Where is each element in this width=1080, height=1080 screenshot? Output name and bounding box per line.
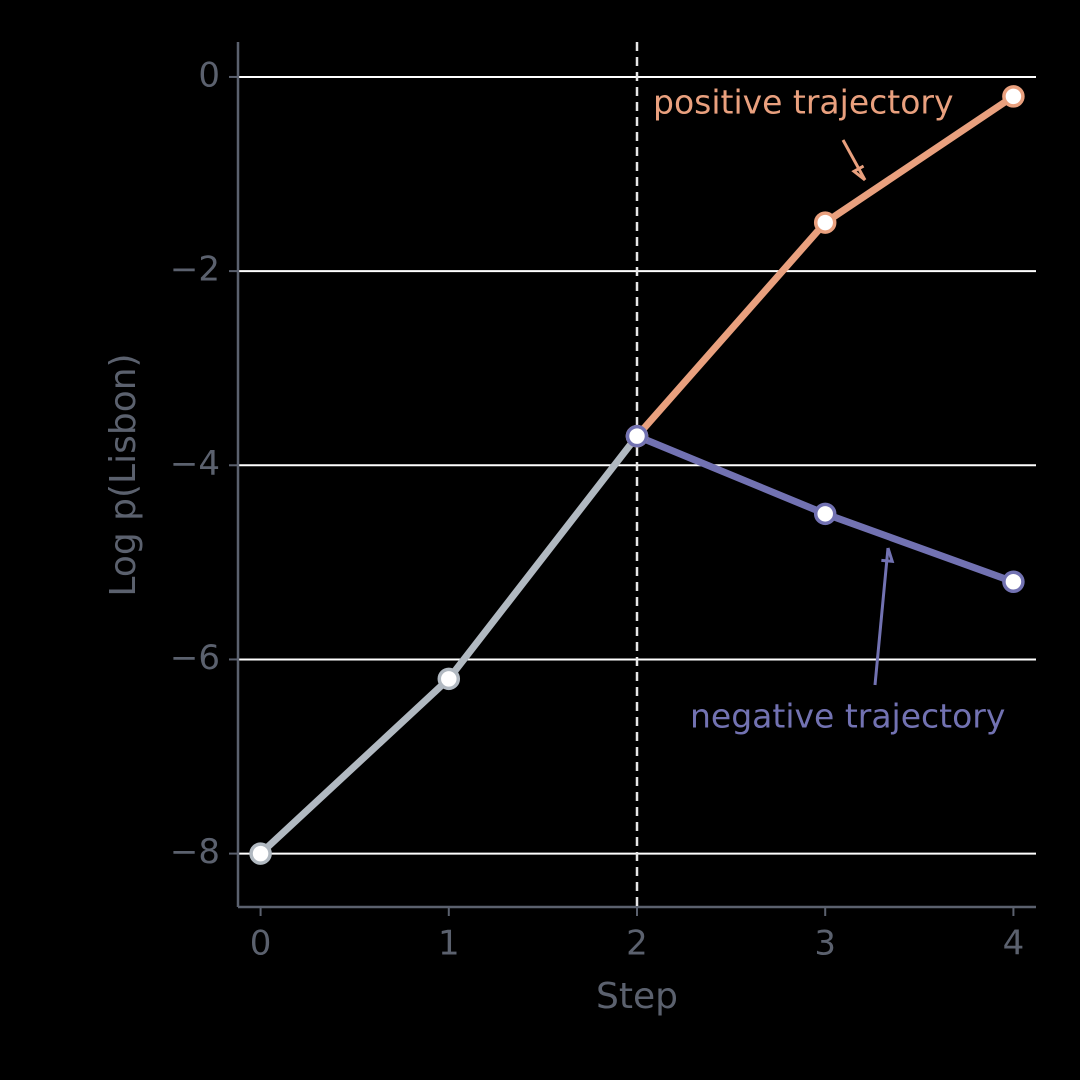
y-tick-label: −4: [170, 444, 220, 484]
annotation-arrow-head: [851, 164, 866, 182]
point: [1002, 570, 1025, 594]
point: [1002, 85, 1025, 108]
y-tick-label: −6: [170, 638, 220, 678]
point: [437, 667, 461, 691]
x-axis-label: Step: [596, 976, 678, 1017]
y-tick-label: 0: [198, 55, 220, 95]
annotation: positive trajectory: [653, 83, 954, 122]
annotation-arrow-head: [881, 547, 895, 564]
y-tick-label: −2: [170, 250, 220, 290]
point: [813, 502, 837, 526]
x-tick-label: 1: [438, 924, 460, 964]
x-tick-label: 2: [626, 924, 648, 964]
annotation-arrow: [841, 139, 867, 181]
series-line: [634, 93, 1016, 439]
point: [813, 211, 837, 234]
x-tick-label: 0: [250, 924, 272, 964]
x-tick-label: 3: [814, 924, 836, 964]
x-tick-label: 4: [1003, 924, 1025, 964]
annotation: negative trajectory: [690, 697, 1005, 736]
y-axis-label: Log p(Lisbon): [103, 353, 144, 596]
y-tick-label: −8: [170, 832, 220, 872]
series-line: [258, 434, 640, 857]
annotation-arrow: [873, 547, 890, 686]
point: [249, 842, 272, 865]
point: [625, 424, 649, 448]
